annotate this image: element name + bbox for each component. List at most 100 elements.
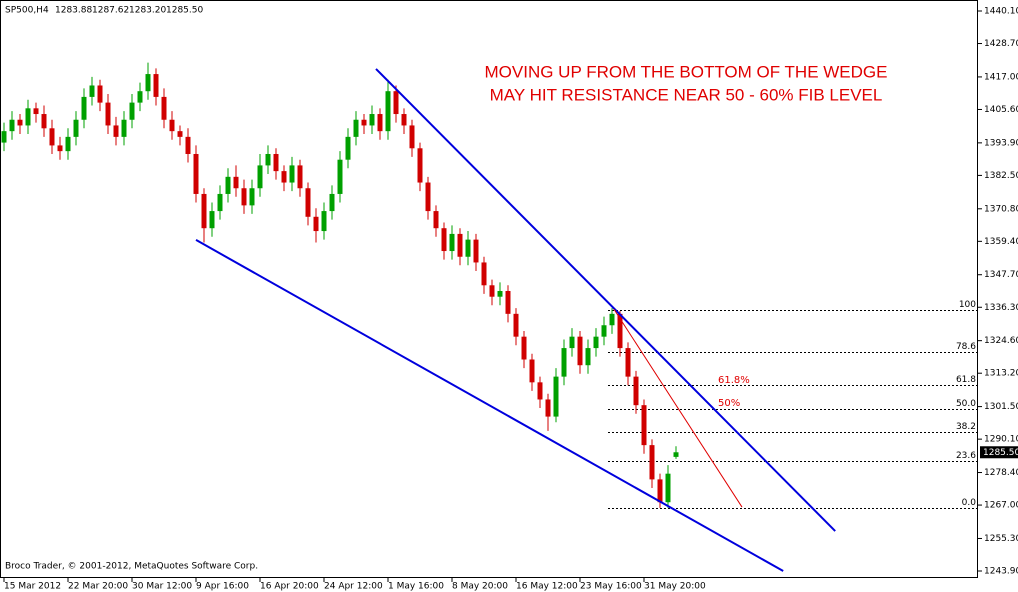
candle-body — [409, 125, 415, 149]
candle-body — [217, 193, 223, 212]
fib-label: 23.6 — [956, 451, 976, 461]
x-tick-label: 16 May 12:00 — [516, 582, 578, 592]
candle-body — [481, 262, 487, 286]
candle-body — [17, 119, 23, 126]
annotation: MAY HIT RESISTANCE NEAR 50 - 60% FIB LEV… — [490, 85, 883, 104]
candle-body — [657, 479, 663, 503]
candle-body — [649, 445, 655, 480]
candle-body — [73, 119, 79, 137]
candle-body — [329, 193, 335, 212]
candle-body — [601, 325, 607, 337]
annotation: MOVING UP FROM THE BOTTOM OF THE WEDGE — [485, 62, 888, 81]
y-tick-label: 1324.60 — [984, 336, 1018, 346]
candle-body — [121, 119, 127, 137]
candle-body — [321, 211, 327, 232]
candle-body — [249, 188, 255, 206]
candle-body — [297, 165, 303, 189]
trend-line — [613, 308, 743, 508]
fib-label: 100 — [959, 300, 976, 310]
candle-body — [25, 108, 31, 126]
candle-body — [665, 473, 671, 503]
candle-body — [185, 136, 191, 154]
candle-body — [169, 119, 175, 132]
candle-body — [353, 119, 359, 137]
candle-body — [497, 290, 503, 297]
candle-body — [585, 348, 591, 366]
candle-body — [281, 171, 287, 183]
candle-body — [385, 91, 391, 132]
fib-label: 78.6 — [956, 342, 976, 352]
candle-body — [201, 193, 207, 229]
fib-label: 38.2 — [956, 422, 976, 432]
header-low: 1283.20 — [129, 6, 166, 16]
candle-body — [449, 233, 455, 252]
candle-body — [33, 108, 39, 115]
candle-body — [209, 211, 215, 229]
fib-label: 61.8 — [956, 375, 976, 385]
candle-body — [265, 153, 271, 166]
candle-body — [369, 114, 375, 126]
candle-body — [9, 119, 15, 132]
candle-body — [417, 148, 423, 183]
candle-body — [521, 336, 527, 360]
candle-body — [273, 153, 279, 172]
candle-body — [577, 336, 583, 366]
y-tick-label: 1417.00 — [984, 72, 1018, 82]
candle-body — [505, 290, 511, 314]
candle-body — [561, 348, 567, 377]
header-symbol: SP500,H4 — [5, 6, 49, 16]
y-tick-label: 1301.50 — [984, 402, 1018, 412]
fib-note: 61.8% — [718, 375, 750, 386]
candle-body — [377, 114, 383, 132]
candle-body — [193, 153, 199, 194]
candle-body — [473, 239, 479, 263]
y-tick-label: 1313.20 — [984, 369, 1018, 379]
candle-body — [129, 102, 135, 120]
candle-body — [241, 188, 247, 206]
candle-body — [65, 136, 71, 152]
candle-body — [41, 114, 47, 129]
header-open: 1283.88 — [55, 6, 92, 16]
price-tag — [980, 446, 1018, 459]
x-tick-label: 30 Mar 12:00 — [132, 582, 192, 592]
candle-body — [113, 125, 119, 137]
x-tick-label: 15 Mar 2012 — [4, 582, 61, 592]
candle-body — [313, 216, 319, 232]
x-tick-label: 16 Apr 20:00 — [260, 582, 319, 592]
candle-body — [569, 336, 575, 349]
y-tick-label: 1255.30 — [984, 534, 1018, 544]
candle-body — [465, 239, 471, 257]
x-tick-label: 24 Apr 12:00 — [324, 582, 383, 592]
candle-body — [641, 405, 647, 446]
y-tick-label: 1405.60 — [984, 105, 1018, 115]
candle-body — [57, 145, 63, 152]
candle-body — [337, 159, 343, 194]
y-tick-label: 1347.70 — [984, 270, 1018, 280]
candle-body — [401, 114, 407, 126]
candle-body — [489, 285, 495, 297]
header-high: 1287.62 — [92, 6, 129, 16]
candle-body — [393, 91, 399, 115]
candle-body — [513, 313, 519, 337]
y-tick-label: 1290.10 — [984, 435, 1018, 445]
candle-body — [49, 128, 55, 146]
candle-body — [177, 131, 183, 137]
copyright: Broco Trader, © 2001-2012, MetaQuotes So… — [5, 562, 258, 572]
fib-label: 0.0 — [962, 498, 977, 508]
y-tick-label: 1267.00 — [984, 501, 1018, 511]
candle-body — [161, 96, 167, 120]
fib-note: 50% — [718, 398, 740, 409]
x-tick-label: 9 Apr 16:00 — [196, 582, 249, 592]
candle-body — [457, 233, 463, 257]
candle-body — [441, 228, 447, 252]
y-tick-label: 1278.40 — [984, 468, 1018, 478]
candle-body — [537, 382, 543, 400]
trend-line — [375, 68, 836, 532]
y-tick-label: 1428.70 — [984, 39, 1018, 49]
header-close: 1285.50 — [166, 6, 203, 16]
candle-body — [593, 336, 599, 349]
price-tag-label: 1285.50 — [983, 448, 1018, 458]
candle-body — [553, 376, 559, 417]
y-tick-label: 1393.90 — [984, 138, 1018, 148]
